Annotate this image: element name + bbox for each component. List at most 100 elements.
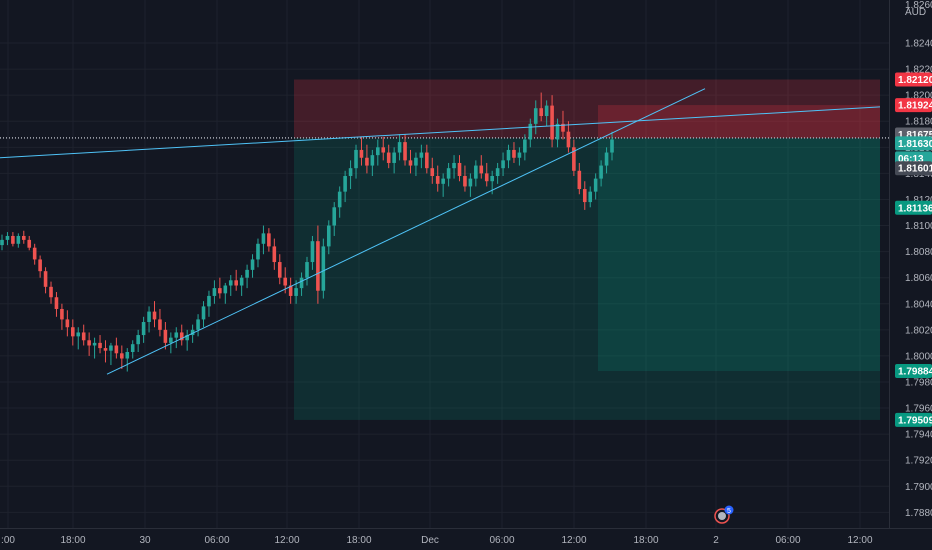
trendline[interactable] bbox=[106, 88, 706, 375]
currency-label: AUD bbox=[905, 7, 926, 18]
price-tick-label: 1.81800 bbox=[905, 117, 932, 128]
candle-body bbox=[272, 246, 277, 263]
time-tick-label: 06:00 bbox=[204, 535, 229, 546]
time-tick-label: 18:00 bbox=[346, 535, 371, 546]
trendline[interactable] bbox=[0, 106, 881, 159]
candle-body bbox=[321, 246, 326, 291]
price-tag-bg bbox=[895, 72, 932, 87]
trendlines[interactable] bbox=[0, 88, 881, 375]
candle-body bbox=[528, 123, 533, 140]
position-boxes[interactable] bbox=[294, 79, 880, 420]
horizontal-lines bbox=[0, 137, 890, 139]
candle-body bbox=[239, 277, 244, 286]
candle-body bbox=[5, 235, 10, 240]
position-stop-zone[interactable] bbox=[294, 79, 880, 139]
time-tick-label: 18:00 bbox=[633, 535, 658, 546]
price-tag-label: 1.79509 bbox=[898, 415, 932, 426]
price-tag-label: 1.81924 bbox=[898, 101, 932, 112]
time-tick-label: 12:00 bbox=[274, 535, 299, 546]
price-tick-label: 1.80800 bbox=[905, 247, 932, 258]
candle-body bbox=[408, 160, 413, 166]
candle-body bbox=[250, 259, 255, 270]
candle-body bbox=[38, 259, 42, 272]
candle-body bbox=[125, 352, 130, 359]
price-tick-label: 1.80600 bbox=[905, 273, 932, 284]
candle-body bbox=[136, 335, 140, 345]
price-tag-label: 1.79884 bbox=[898, 367, 932, 378]
candle-body bbox=[130, 344, 135, 352]
position-target-zone[interactable] bbox=[294, 138, 880, 420]
price-tick-label: 1.81000 bbox=[905, 221, 932, 232]
candle-body bbox=[81, 332, 86, 341]
candle-body bbox=[147, 311, 151, 323]
price-tag-bg bbox=[895, 98, 932, 113]
time-tick-label: :00 bbox=[1, 535, 15, 546]
price-tick-label: 1.78800 bbox=[905, 508, 932, 519]
top-partial-tick-label: 1.82600 bbox=[905, 0, 932, 11]
price-tick-label: 1.79600 bbox=[905, 404, 932, 415]
position-target-zone[interactable] bbox=[598, 138, 880, 372]
candle-body bbox=[196, 319, 200, 330]
time-tick-label: Dec bbox=[421, 535, 439, 546]
position-stop-zone[interactable] bbox=[598, 105, 880, 139]
candle-body bbox=[212, 288, 217, 296]
candle-body bbox=[348, 168, 353, 176]
candle-body bbox=[179, 332, 184, 341]
time-tick-label: 06:00 bbox=[775, 535, 800, 546]
candle-body bbox=[495, 168, 500, 176]
candle-body bbox=[479, 165, 484, 174]
time-tick-label: 2 bbox=[713, 535, 719, 546]
candle-body bbox=[419, 152, 424, 158]
candle-body bbox=[76, 332, 81, 337]
price-tag-label: 1.81136 bbox=[898, 203, 932, 214]
price-tick-label: 1.82200 bbox=[905, 65, 932, 76]
price-tag-label: 1.82120 bbox=[898, 75, 932, 86]
candle-body bbox=[27, 239, 32, 248]
candle-body bbox=[71, 327, 75, 337]
candle-body bbox=[207, 295, 211, 307]
candle-body bbox=[490, 176, 494, 182]
candle-body bbox=[277, 262, 282, 278]
price-tag-bg bbox=[895, 364, 932, 379]
candle-body bbox=[267, 233, 271, 247]
time-tick-label: 12:00 bbox=[561, 535, 586, 546]
candle-body bbox=[60, 308, 64, 320]
candle-body bbox=[261, 233, 266, 244]
candle-body bbox=[381, 147, 386, 153]
alert-badge-icon[interactable]: 5 bbox=[714, 505, 734, 524]
candle-body bbox=[452, 162, 456, 169]
candle-body bbox=[544, 105, 549, 117]
candle-body bbox=[316, 241, 320, 291]
time-axis[interactable]: :00 18:00 30 06:00 12:00 18:00 Dec 06:00 12:00 18… bbox=[1, 535, 873, 546]
candle-body bbox=[218, 288, 222, 294]
candle-body bbox=[310, 241, 315, 263]
candle-body bbox=[326, 225, 331, 247]
candle-body bbox=[435, 176, 440, 184]
candle-body bbox=[201, 306, 206, 320]
price-tick-label: 1.79200 bbox=[905, 456, 932, 467]
candle-body bbox=[49, 286, 53, 298]
candle-body bbox=[32, 247, 37, 260]
price-tag-bg bbox=[895, 412, 932, 427]
candle-body bbox=[332, 207, 337, 226]
candle-body bbox=[245, 269, 249, 278]
price-tick-label: 1.79800 bbox=[905, 377, 932, 388]
candle-body bbox=[43, 271, 48, 287]
candle-body bbox=[294, 288, 298, 296]
candle-body bbox=[517, 152, 522, 158]
candle-body bbox=[16, 235, 21, 244]
candle-body bbox=[288, 285, 293, 296]
price-tag-label: 1.81601 bbox=[898, 164, 932, 175]
alert-badge-count: 5 bbox=[727, 508, 731, 515]
candle-body bbox=[87, 340, 91, 346]
candle-body bbox=[506, 149, 511, 161]
candle-body bbox=[610, 139, 614, 153]
candle-body bbox=[190, 329, 195, 336]
candle-body bbox=[376, 147, 380, 156]
candle-body bbox=[599, 165, 603, 179]
candle-body bbox=[555, 123, 560, 140]
candle-body bbox=[430, 168, 435, 176]
candle-body bbox=[468, 178, 473, 187]
